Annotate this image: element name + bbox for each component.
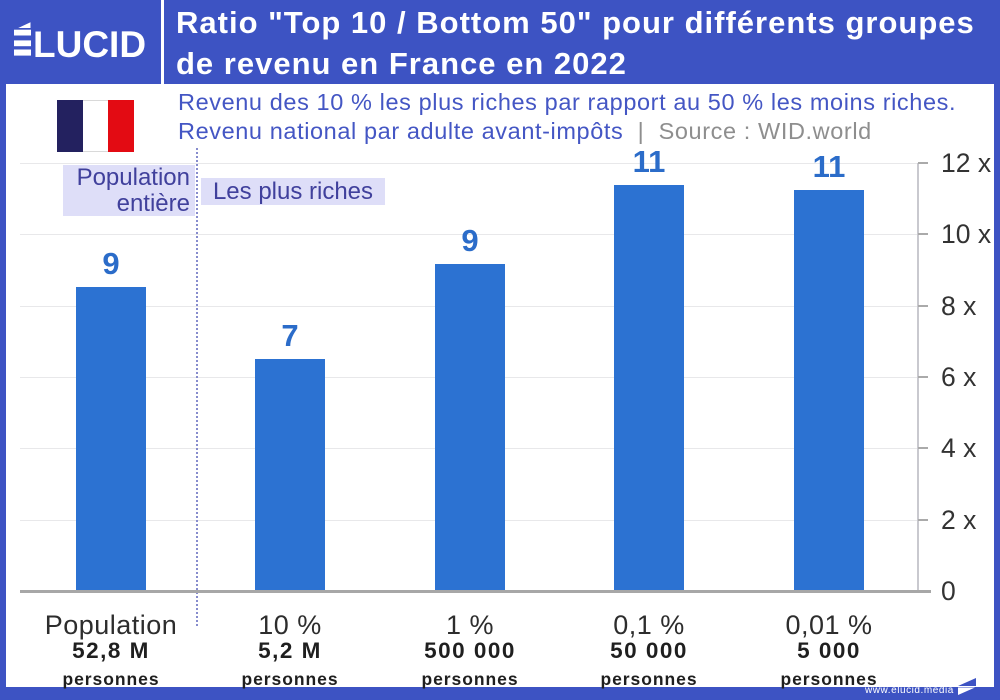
svg-text:LUCID: LUCID	[33, 24, 146, 61]
